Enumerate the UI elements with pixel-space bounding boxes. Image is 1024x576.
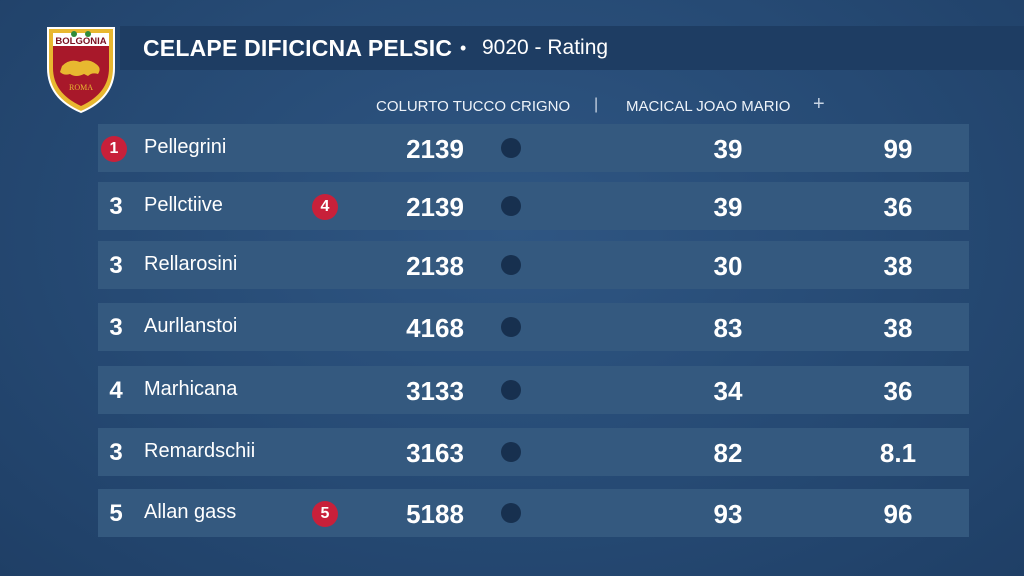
- player-name: Allan gass: [144, 501, 237, 523]
- rank-number: 1: [101, 136, 127, 162]
- header-bar: [120, 26, 1024, 70]
- rank-number: 5: [109, 500, 123, 527]
- rank-number: 3: [109, 439, 123, 466]
- stat-value-2: 96: [883, 499, 913, 529]
- stat-value-1: 83: [713, 313, 743, 343]
- status-dot-icon: [501, 196, 521, 216]
- status-dot-icon: [501, 138, 521, 158]
- score-value: 5188: [406, 499, 464, 529]
- status-dot-icon: [501, 317, 521, 337]
- stat-value-1: 82: [713, 438, 743, 468]
- score-value: 2139: [406, 192, 464, 222]
- stat-value-1: 39: [713, 192, 743, 222]
- column-header-a: COLURTO TUCCO CRIGNO: [376, 98, 571, 115]
- table-row[interactable]: 1 Pellegrini 2139 39 99: [98, 124, 969, 172]
- crest-top-text: BOLGONIA: [55, 36, 106, 47]
- crest-bottom-text: ROMA: [69, 83, 93, 92]
- status-dot-icon: [501, 442, 521, 462]
- rank-number: 4: [109, 377, 123, 404]
- status-dot-icon: [501, 255, 521, 275]
- stat-value-1: 93: [713, 499, 743, 529]
- player-name: Remardschii: [144, 440, 256, 462]
- table-row[interactable]: 4 Marhicana 3133 34 36: [98, 366, 969, 414]
- stat-value-2: 38: [883, 251, 913, 281]
- stat-value-1: 39: [713, 134, 743, 164]
- rank-number: 3: [109, 193, 123, 220]
- page-title: CELAPE DIFICICNA PELSIC: [143, 35, 453, 61]
- column-header-b: MACICAL JOAO MARIO: [626, 98, 791, 115]
- status-dot-icon: [501, 380, 521, 400]
- status-badge: 4: [312, 194, 338, 220]
- player-name: Pellctiive: [144, 194, 223, 216]
- rank-number: 3: [109, 314, 123, 341]
- rating-table: 1 Pellegrini 2139 39 99 3 Pellctiive 4 2139 39 36 3…: [98, 0, 969, 576]
- table-row[interactable]: 5 Allan gass 5 5188 93 96: [98, 489, 969, 537]
- stat-value-2: 8.1: [879, 438, 917, 468]
- stat-value-2: 99: [883, 134, 913, 164]
- stat-value-1: 34: [713, 376, 743, 406]
- score-value: 3133: [406, 376, 464, 406]
- player-name: Rellarosini: [144, 253, 238, 275]
- page-subtitle: 9020 - Rating: [482, 36, 609, 59]
- add-column-icon[interactable]: +: [813, 93, 825, 115]
- table-row[interactable]: 3 Remardschii 3163 82 8.1: [98, 428, 969, 476]
- player-name: Marhicana: [144, 378, 238, 400]
- title-separator: •: [460, 38, 467, 58]
- rank-number: 3: [109, 252, 123, 279]
- column-separator: |: [594, 96, 599, 113]
- stat-value-2: 36: [883, 376, 913, 406]
- stat-value-2: 38: [883, 313, 913, 343]
- player-name: Aurllanstoi: [144, 315, 238, 337]
- score-value: 4168: [406, 313, 464, 343]
- status-badge: 5: [312, 501, 338, 527]
- score-value: 3163: [406, 438, 464, 468]
- score-value: 2139: [406, 134, 464, 164]
- table-row[interactable]: 3 Rellarosini 2138 30 38: [98, 241, 969, 289]
- stat-value-2: 36: [883, 192, 913, 222]
- table-row[interactable]: 3 Pellctiive 4 2139 39 36: [98, 182, 969, 230]
- club-crest-logo: BOLGONIA ROMA: [47, 27, 115, 114]
- stat-value-1: 30: [713, 251, 743, 281]
- score-value: 2138: [406, 251, 464, 281]
- table-row[interactable]: 3 Aurllanstoi 4168 83 38: [98, 303, 969, 351]
- player-name: Pellegrini: [144, 136, 227, 158]
- status-dot-icon: [501, 503, 521, 523]
